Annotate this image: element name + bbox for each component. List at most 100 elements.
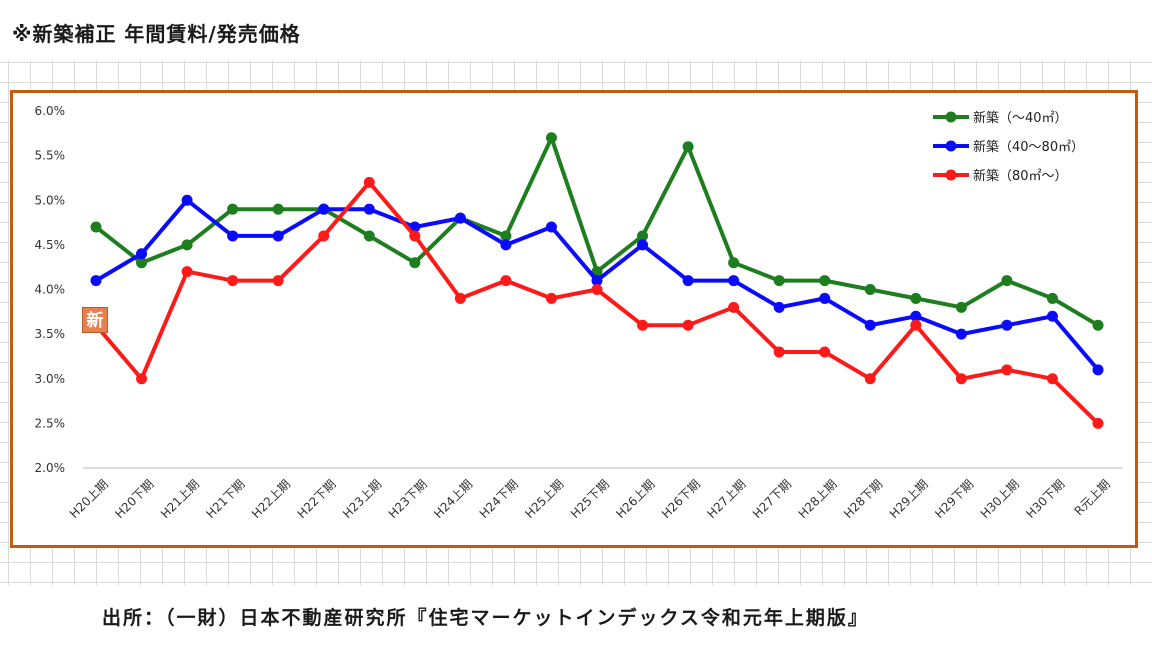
data-point [500,275,512,287]
data-point [728,257,740,269]
data-point [136,373,148,385]
x-tick-label: R元上期 [1072,477,1113,518]
data-point [682,141,694,153]
x-tick-label: H27上期 [704,477,748,521]
legend-label: 新築（～40㎡） [973,110,1068,126]
data-point [181,239,193,251]
legend: 新築（～40㎡） 新築（40～80㎡） 新築（80㎡～） [933,110,1084,184]
data-point [545,292,557,304]
line-chart: 6.0% 5.5% 5.0% 4.5% 4.0% 3.5% 3.0% 2.5% 2.0% H20… [35,104,1123,521]
legend-swatch-marker [945,111,957,123]
y-tick-label: 5.5% [35,149,66,163]
data-point [1001,275,1013,287]
chart-frame[interactable]: 6.0% 5.5% 5.0% 4.5% 4.0% 3.5% 3.0% 2.5% 2.0% H20… [10,90,1138,548]
series-layer [90,132,1104,429]
data-point [591,284,603,295]
data-point [910,319,922,331]
x-tick-label: H23下期 [386,477,430,521]
x-tick-label: H25上期 [522,477,566,521]
y-tick-label: 2.0% [35,461,66,475]
data-point [1046,292,1058,304]
x-tick-label: H22上期 [249,477,293,521]
data-point [728,301,740,313]
legend-swatch-marker [945,169,957,181]
data-point [545,132,557,144]
y-tick-label: 3.5% [35,327,66,341]
y-tick-label: 3.0% [35,372,66,386]
x-tick-label: H25下期 [568,477,612,521]
data-point [591,275,603,287]
data-point [773,301,785,313]
data-point [955,373,967,385]
data-point [409,230,421,242]
data-point [181,194,193,206]
data-point [1001,364,1013,376]
x-tick-label: H28上期 [796,477,840,521]
data-point [955,328,967,340]
data-point [864,284,876,295]
data-point [272,203,284,215]
data-point [682,319,694,331]
y-tick-label: 6.0% [35,104,66,118]
data-point [910,310,922,322]
data-point [90,275,102,287]
data-point [227,230,239,242]
data-point [773,346,785,358]
x-tick-label: H30上期 [978,477,1022,521]
data-point [637,230,649,242]
data-point [819,275,831,287]
data-point [454,212,466,224]
series-2 [90,194,1104,376]
y-tick-label: 4.0% [35,283,66,297]
x-tick-label: H29下期 [932,477,976,521]
y-tick-label: 2.5% [35,416,66,430]
data-point [136,248,148,260]
x-tick-label: H20上期 [67,477,111,521]
series-3 [90,176,1104,429]
data-point [363,176,375,188]
data-point [454,292,466,304]
legend-label: 新築（80㎡～） [973,168,1068,184]
new-building-badge-icon: 新 [82,307,108,333]
data-point [409,257,421,269]
data-point [181,266,193,278]
data-point [545,221,557,233]
x-tick-label: H24上期 [431,477,475,521]
data-point [864,319,876,331]
data-point [682,275,694,287]
legend-swatch-marker [945,140,957,152]
x-tick-label: H24下期 [477,477,521,521]
data-point [318,230,330,242]
data-point [500,230,512,242]
data-point [819,346,831,358]
x-tick-label: H20下期 [112,477,156,521]
x-tick-label: H22下期 [295,477,339,521]
x-tick-label: H28下期 [841,477,885,521]
footer-band [0,585,1152,648]
x-tick-label: H21上期 [158,477,202,521]
x-tick-label: H26上期 [613,477,657,521]
data-point [363,230,375,242]
legend-label: 新築（40～80㎡） [973,139,1084,155]
data-point [227,203,239,215]
data-point [363,203,375,215]
data-point [136,257,148,269]
data-point [272,230,284,242]
data-point [500,239,512,251]
data-point [637,239,649,251]
data-point [227,275,239,287]
data-point [90,221,102,233]
data-point [773,275,785,287]
data-point [819,292,831,304]
data-point [864,373,876,385]
x-tick-label: H29上期 [887,477,931,521]
data-point [1092,364,1104,376]
x-tick-label: H21下期 [203,477,247,521]
data-point [1092,417,1104,429]
x-axis: H20上期 H20下期 H21上期 H21下期 H22上期 H22下期 H23上期 H23下期… [67,467,1123,521]
y-axis: 6.0% 5.5% 5.0% 4.5% 4.0% 3.5% 3.0% 2.5% 2.0% [35,104,66,475]
data-point [910,292,922,304]
page-title: ※新築補正 年間賃料/発売価格 [12,22,301,46]
data-point [272,275,284,287]
series-line [94,135,1100,327]
